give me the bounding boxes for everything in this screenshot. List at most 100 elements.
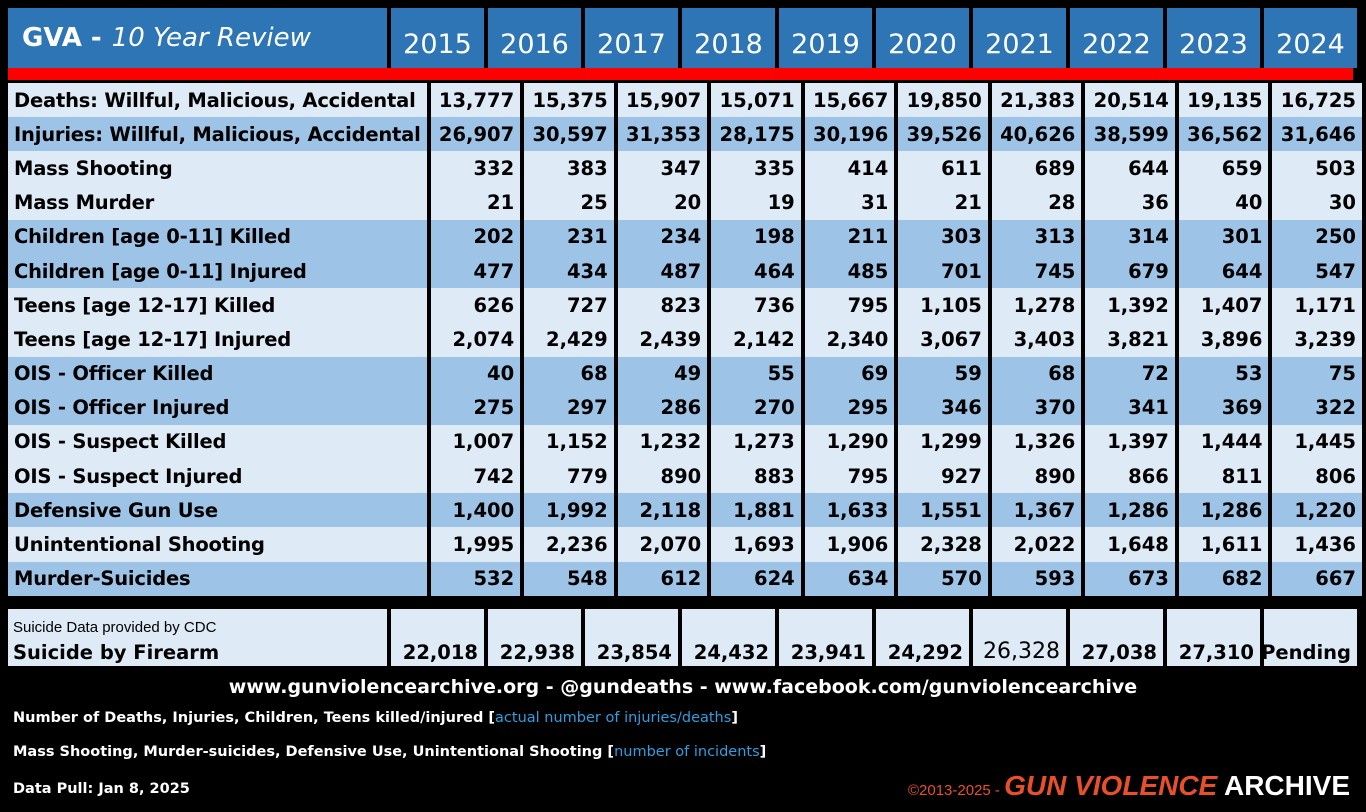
table-cell: 25 (524, 185, 614, 220)
table-cell: 1,881 (711, 493, 801, 528)
table-cell: 659 (1178, 151, 1269, 186)
table-cell: 15,071 (711, 83, 801, 118)
table-cell: 745 (991, 253, 1082, 289)
suicide-value: 22,938 (499, 641, 575, 664)
red-divider (8, 68, 1353, 80)
table-cell: 40,626 (991, 117, 1082, 152)
table-cell: 548 (524, 561, 614, 596)
suicide-value: 22,018 (402, 641, 478, 664)
table-cell: 612 (617, 561, 708, 596)
table-cell: 1,444 (1178, 424, 1269, 460)
table-cell: 38,599 (1085, 117, 1175, 152)
table-row: Teens [age 12-17] Killed 626 727 823 736 795 1… (8, 288, 1362, 323)
table-cell: 40 (430, 356, 521, 391)
suicide-value: 23,854 (596, 641, 672, 664)
suicide-cell: 23,941 (779, 609, 872, 666)
table-cell: 1,995 (430, 527, 521, 562)
row-label: OIS - Officer Killed (8, 356, 427, 391)
table-cell: 890 (617, 459, 708, 494)
table-cell: 485 (804, 253, 895, 289)
table-cell: 55 (711, 356, 801, 391)
year-header: 2018 (682, 8, 775, 68)
table-cell: 19,850 (898, 83, 988, 118)
row-label: Teens [age 12-17] Injured (8, 322, 427, 357)
table-cell: 1,611 (1178, 527, 1269, 562)
table-cell: 1,693 (711, 527, 801, 562)
table-cell: 727 (524, 288, 614, 323)
table-cell: 2,429 (524, 322, 614, 357)
table-cell: 2,022 (991, 527, 1082, 562)
table-cell: 383 (524, 151, 614, 186)
row-label: OIS - Suspect Killed (8, 424, 427, 460)
table-cell: 3,067 (898, 322, 988, 357)
table-cell: 1,326 (991, 424, 1082, 460)
table-cell: 250 (1272, 219, 1362, 254)
table-cell: 811 (1178, 459, 1269, 494)
title-subtitle: 10 Year Review (111, 23, 311, 53)
note-incidents: Mass Shooting, Murder-suicides, Defensiv… (13, 744, 766, 760)
note1-highlight: actual number of injuries/deaths (495, 710, 732, 726)
table-cell: 20 (617, 185, 708, 220)
table-cell: 295 (804, 390, 895, 425)
suicide-source-note: Suicide Data provided by CDC (13, 619, 217, 636)
year-header: 2017 (585, 8, 678, 68)
table-cell: 2,236 (524, 527, 614, 562)
table-cell: 795 (804, 288, 895, 323)
table-cell: 3,239 (1272, 322, 1362, 357)
table-cell: 795 (804, 459, 895, 494)
table-cell: 679 (1085, 253, 1175, 289)
table-cell: 3,896 (1178, 322, 1269, 357)
table-cell: 49 (617, 356, 708, 391)
suicide-label: Suicide by Firearm (13, 641, 220, 664)
table-cell: 335 (711, 151, 801, 186)
table-row: Mass Shooting 332 383 347 335 414 611 689 644 659… (8, 151, 1362, 186)
brand-archive: ARCHIVE (1217, 770, 1350, 801)
table-cell: 1,290 (804, 424, 895, 460)
table-cell: 369 (1178, 390, 1269, 425)
table-cell: 275 (430, 390, 521, 425)
table-cell: 487 (617, 253, 708, 289)
table-cell: 211 (804, 219, 895, 254)
table-cell: 75 (1272, 356, 1362, 391)
table-cell: 1,407 (1178, 288, 1269, 323)
year-header: 2019 (779, 8, 872, 68)
table-row: Mass Murder 21 25 20 19 31 21 28 36 40 30 (8, 185, 1362, 220)
table-cell: 503 (1272, 151, 1362, 186)
table-cell: 1,105 (898, 288, 988, 323)
table-cell: 68 (991, 356, 1082, 391)
row-label: Deaths: Willful, Malicious, Accidental (8, 83, 427, 118)
table-cell: 806 (1272, 459, 1362, 494)
note2-end: ] (759, 744, 767, 760)
row-label: OIS - Officer Injured (8, 390, 427, 425)
year-header: 2021 (973, 8, 1066, 68)
table-cell: 570 (898, 561, 988, 596)
footer-links: www.gunviolencearchive.org - @gundeaths … (228, 676, 1138, 698)
table-cell: 736 (711, 288, 801, 323)
table-cell: 40 (1178, 185, 1269, 220)
table-cell: 16,725 (1272, 83, 1362, 118)
table-cell: 634 (804, 561, 895, 596)
table-cell: 1,397 (1085, 424, 1175, 460)
year-header: 2022 (1070, 8, 1163, 68)
table-cell: 464 (711, 253, 801, 289)
table-cell: 30,597 (524, 117, 614, 152)
brand-gun-violence: GUN VIOLENCE (1004, 770, 1218, 801)
table-cell: 927 (898, 459, 988, 494)
table-row: Injuries: Willful, Malicious, Accidental… (8, 117, 1362, 152)
table-cell: 1,392 (1085, 288, 1175, 323)
table-cell: 53 (1178, 356, 1269, 391)
table-cell: 21 (430, 185, 521, 220)
table-cell: 21 (898, 185, 988, 220)
table-cell: 28,175 (711, 117, 801, 152)
table-row: OIS - Suspect Killed 1,007 1,152 1,232 1,273… (8, 424, 1362, 460)
table-cell: 477 (430, 253, 521, 289)
table-cell: 72 (1085, 356, 1175, 391)
table-cell: 414 (804, 151, 895, 186)
table-row: Murder-Suicides 532 548 612 624 634 570 593 673 6… (8, 561, 1362, 596)
table-cell: 1,906 (804, 527, 895, 562)
table-cell: 19 (711, 185, 801, 220)
suicide-cell: 27,310 (1167, 609, 1260, 666)
table-cell: 611 (898, 151, 988, 186)
table-cell: 1,220 (1272, 493, 1362, 528)
row-label: Children [age 0-11] Injured (8, 253, 427, 289)
